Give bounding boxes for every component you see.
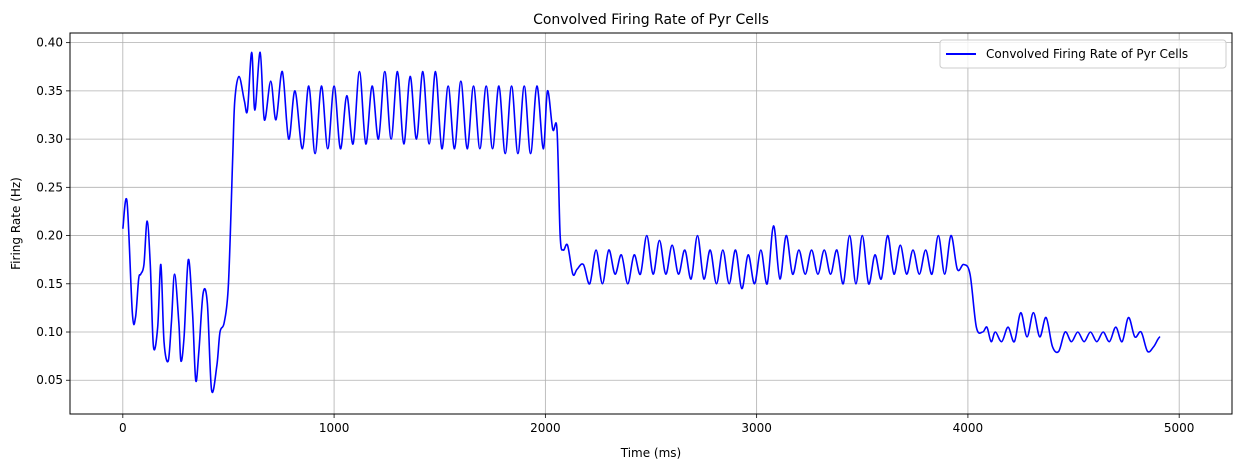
x-tick-label: 0 — [119, 421, 127, 435]
y-tick-label: 0.10 — [36, 325, 63, 339]
series-line — [122, 51, 1161, 394]
y-tick-label: 0.05 — [36, 373, 63, 387]
y-axis-ticks: 0.05 0.10 0.15 0.20 0.25 0.30 0.35 0.40 — [36, 36, 70, 387]
y-tick-label: 0.25 — [36, 180, 63, 194]
y-tick-label: 0.30 — [36, 132, 63, 146]
x-axis-ticks: 0 1000 2000 3000 4000 5000 — [119, 414, 1194, 435]
y-tick-label: 0.40 — [36, 36, 63, 50]
legend: Convolved Firing Rate of Pyr Cells — [939, 39, 1227, 69]
y-tick-label: 0.20 — [36, 229, 63, 243]
x-tick-label: 4000 — [953, 421, 984, 435]
x-tick-label: 5000 — [1164, 421, 1195, 435]
x-axis-label: Time (ms) — [620, 446, 682, 460]
x-tick-label: 3000 — [741, 421, 772, 435]
plot-frame — [69, 32, 1233, 415]
y-tick-label: 0.15 — [36, 277, 63, 291]
legend-label: Convolved Firing Rate of Pyr Cells — [986, 47, 1188, 61]
x-tick-label: 1000 — [319, 421, 350, 435]
grid-layer — [70, 33, 1232, 414]
y-tick-label: 0.35 — [36, 84, 63, 98]
y-axis-label: Firing Rate (Hz) — [9, 177, 23, 270]
series-layer — [122, 51, 1161, 394]
legend-box — [939, 39, 1227, 69]
chart-title: Convolved Firing Rate of Pyr Cells — [533, 12, 769, 28]
x-tick-label: 2000 — [530, 421, 561, 435]
